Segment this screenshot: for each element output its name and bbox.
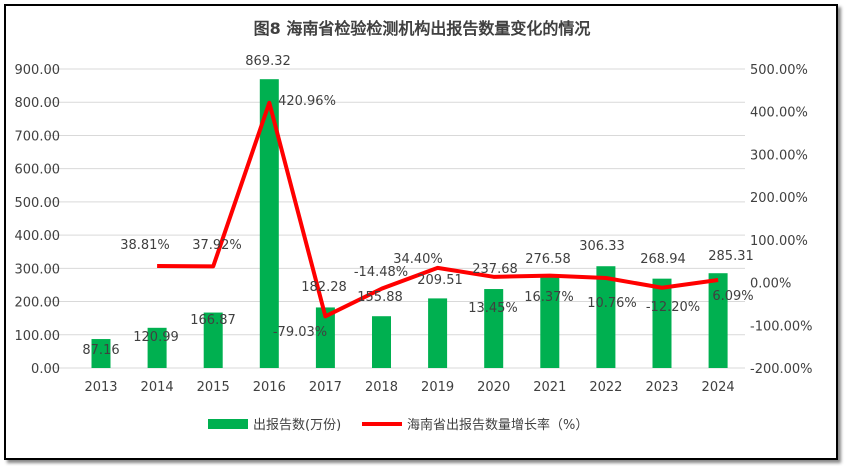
right-axis-tick: -100.00% <box>750 319 813 334</box>
line-data-label: 34.40% <box>393 252 443 267</box>
x-axis-tick: 2016 <box>253 380 286 395</box>
line-data-label: -12.20% <box>646 300 700 315</box>
x-axis-tick: 2022 <box>589 380 622 395</box>
right-axis-tick: -200.00% <box>750 362 813 377</box>
bar <box>652 278 672 368</box>
bar-data-label: 120.99 <box>133 330 179 345</box>
left-axis-tick: 400.00 <box>15 229 61 244</box>
line-data-label: 10.76% <box>587 296 637 311</box>
bar <box>203 312 223 368</box>
left-axis-tick: 800.00 <box>15 96 61 111</box>
left-axis-tick: 700.00 <box>15 129 61 144</box>
bar-data-label: 285.31 <box>708 249 754 264</box>
chart-title: 图8 海南省检验检测机构出报告数量变化的情况 <box>254 19 591 38</box>
right-axis-tick: 0.00% <box>750 277 791 292</box>
bar-data-label: 182.28 <box>301 280 347 295</box>
bar-data-label: 306.33 <box>579 239 625 254</box>
legend-bar-swatch <box>208 419 248 429</box>
left-axis-tick: 0.00 <box>31 362 60 377</box>
legend-bar-label: 出报告数(万份) <box>253 418 341 433</box>
bar <box>708 273 728 368</box>
right-axis-tick: 200.00% <box>750 191 808 206</box>
line-data-label: 6.09% <box>712 289 753 304</box>
x-axis-tick: 2015 <box>197 380 230 395</box>
line-data-label: 16.37% <box>524 290 574 305</box>
line-data-label: -79.03% <box>273 325 327 340</box>
bar <box>596 266 616 368</box>
legend-line-label: 海南省出报告数量增长率（%） <box>407 417 588 433</box>
bar-data-label: 276.58 <box>525 252 571 267</box>
line-data-label: 38.81% <box>120 238 170 253</box>
bar <box>540 276 560 368</box>
left-axis-tick: 300.00 <box>15 262 61 277</box>
left-axis-tick: 600.00 <box>15 163 61 178</box>
bar <box>372 316 391 368</box>
left-axis-tick: 100.00 <box>15 329 61 344</box>
x-axis-tick: 2014 <box>141 380 174 395</box>
x-axis-tick: 2013 <box>84 380 117 395</box>
left-axis-tick: 500.00 <box>15 196 61 211</box>
x-axis-tick: 2020 <box>477 380 510 395</box>
x-axis-tick: 2023 <box>645 380 678 395</box>
line-data-label: 13.45% <box>468 301 518 316</box>
x-axis-tick: 2018 <box>365 380 398 395</box>
x-axis-tick: 2017 <box>309 380 342 395</box>
growth-rate-line <box>157 100 719 319</box>
bar <box>315 307 335 368</box>
bar <box>91 339 111 368</box>
bar-data-label: 209.51 <box>417 273 463 288</box>
bar-data-label: 166.87 <box>190 313 236 328</box>
left-axis-tick: 900.00 <box>15 63 61 78</box>
bar-data-label: 237.68 <box>472 262 518 277</box>
x-axis-tick: 2021 <box>533 380 566 395</box>
bar <box>428 298 448 368</box>
right-axis-tick: 500.00% <box>750 63 808 78</box>
x-axis-tick: 2024 <box>702 380 735 395</box>
bar <box>484 289 504 368</box>
right-axis-tick: 100.00% <box>750 234 808 249</box>
right-axis-tick: 400.00% <box>750 106 808 121</box>
right-axis-tick: 300.00% <box>750 148 808 163</box>
chart-frame <box>4 4 838 460</box>
left-axis-tick: 200.00 <box>15 296 61 311</box>
bar-data-label: 87.16 <box>82 343 119 358</box>
x-axis-tick: 2019 <box>421 380 454 395</box>
line-data-label: -14.48% <box>354 265 408 280</box>
line-data-label: 420.96% <box>278 94 336 109</box>
bar <box>259 79 279 369</box>
bar <box>147 327 167 368</box>
line-data-label: 37.92% <box>192 238 242 253</box>
bar-data-label: 155.88 <box>357 290 403 305</box>
legend: 出报告数(万份) 海南省出报告数量增长率（%） <box>208 417 588 433</box>
bar-data-label: 869.32 <box>245 54 291 69</box>
bar-data-label: 268.94 <box>640 252 686 267</box>
